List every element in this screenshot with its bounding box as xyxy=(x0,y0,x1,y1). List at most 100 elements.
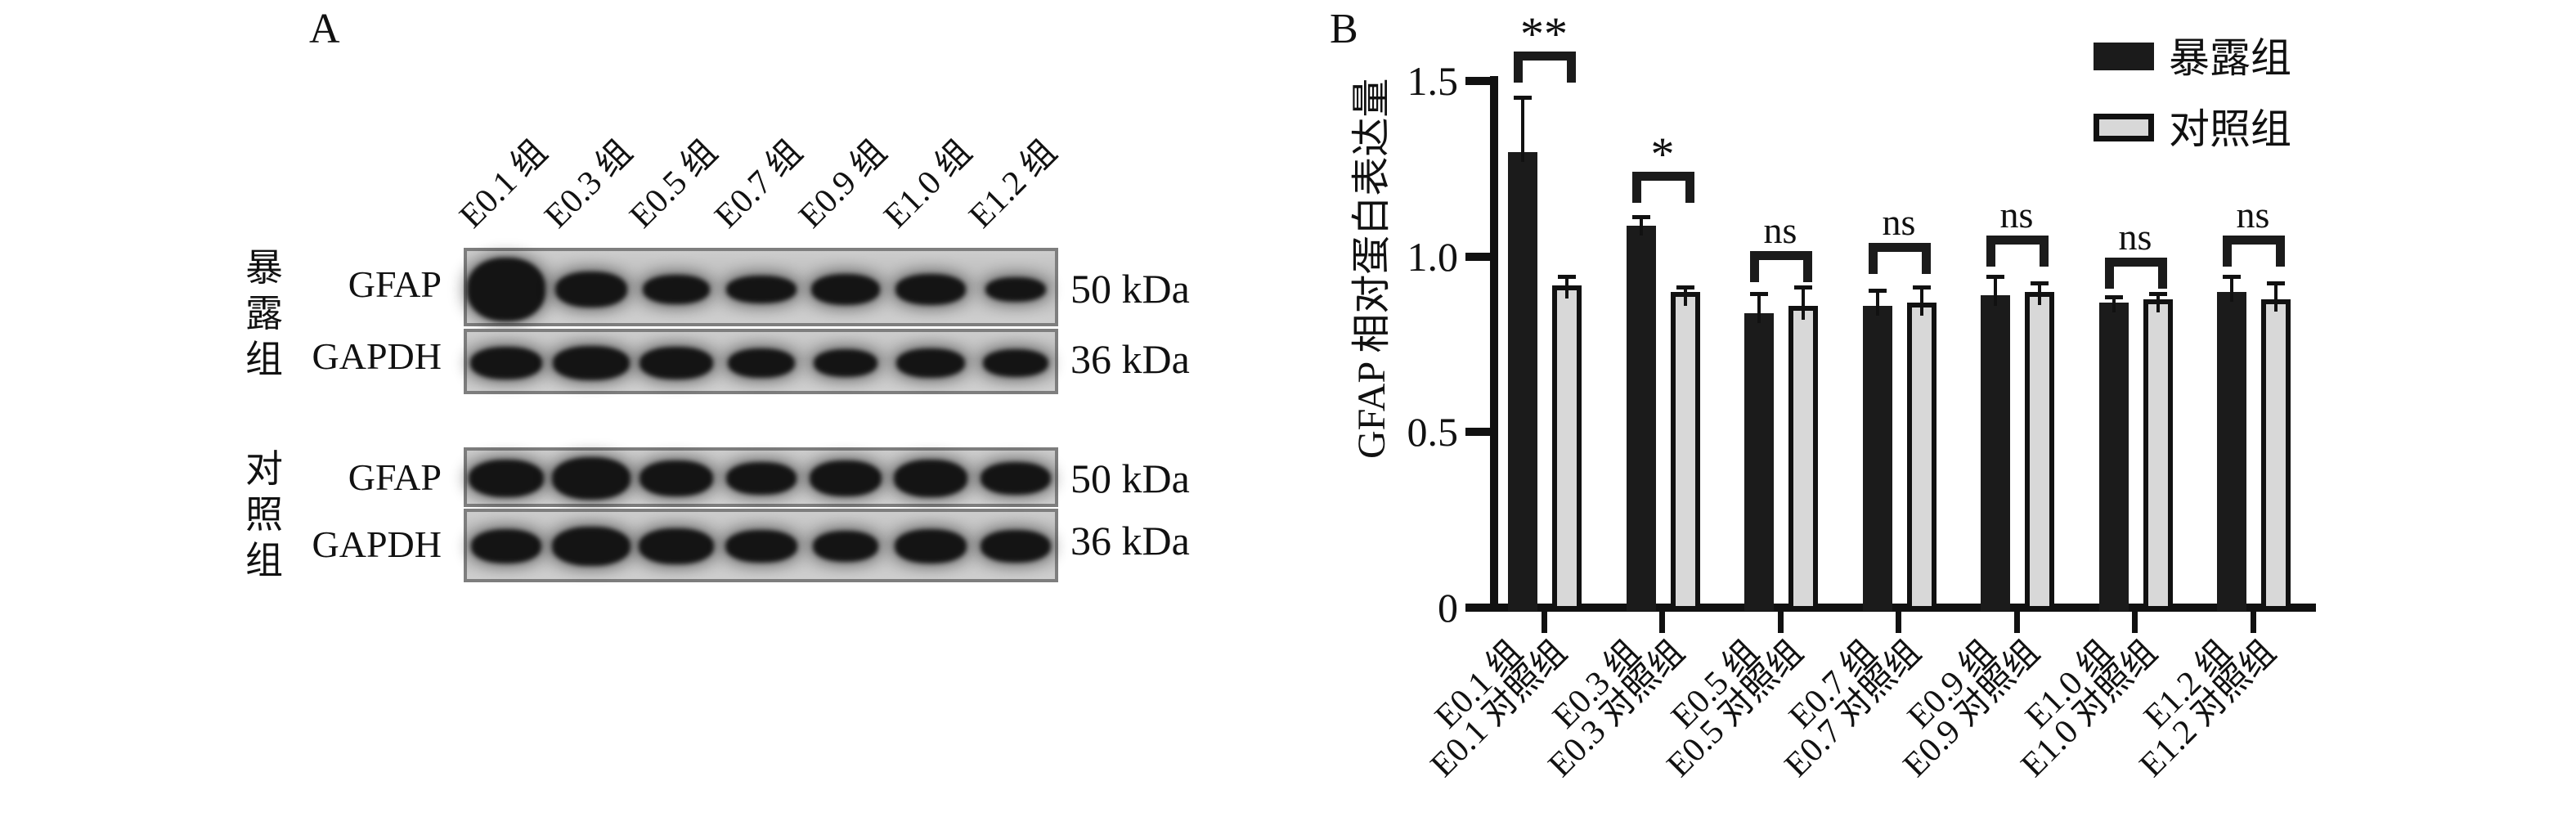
error-bar-line xyxy=(1757,292,1761,323)
y-tick-label-1-5: 1.5 xyxy=(1407,58,1459,104)
blot-band xyxy=(643,275,710,304)
panel-b-label: B xyxy=(1330,6,1358,52)
significance-label: ns xyxy=(2236,194,2270,236)
group-name-exposure: 暴露组 xyxy=(245,247,283,380)
blot-band xyxy=(552,457,631,500)
error-bar-line xyxy=(1876,289,1879,316)
blot-band xyxy=(640,347,713,379)
blot-band xyxy=(981,462,1051,495)
y-tick-1-5 xyxy=(1465,77,1490,85)
lane-label: E0.7 组 xyxy=(707,133,810,236)
error-bar-cap xyxy=(1986,275,2004,279)
panel-a-label: A xyxy=(309,6,340,52)
error-bar-cap xyxy=(2223,275,2241,279)
significance-bracket xyxy=(2223,236,2285,267)
y-tick-label-1-0: 1.0 xyxy=(1407,234,1459,280)
blot-band xyxy=(470,347,542,379)
marker-36kda-exposure: 36 kDa xyxy=(1070,336,1190,382)
error-bar-cap xyxy=(2105,295,2123,299)
legend-label-exposure: 暴露组 xyxy=(2169,35,2291,81)
y-tick-0-5 xyxy=(1465,428,1490,436)
error-bar-line xyxy=(2230,275,2233,302)
error-bar-cap xyxy=(2149,292,2167,296)
blot-band xyxy=(553,346,630,380)
blot-band xyxy=(640,460,713,496)
blot-band xyxy=(552,527,631,566)
blot-band xyxy=(725,530,797,563)
y-tick-0 xyxy=(1465,604,1490,612)
error-bar-cap xyxy=(2267,281,2285,285)
error-bar-line xyxy=(1994,275,1997,306)
bar-exposure xyxy=(2099,303,2129,611)
blot-band xyxy=(639,528,714,564)
blot-band xyxy=(726,276,797,303)
error-bar-line xyxy=(2112,295,2116,312)
significance-label: ns xyxy=(1763,209,1797,251)
blot-gapdh-control xyxy=(464,509,1058,582)
blot-band xyxy=(555,272,627,307)
marker-36kda-control: 36 kDa xyxy=(1070,518,1190,563)
error-bar-cap xyxy=(1869,289,1887,293)
blot-band xyxy=(895,529,967,563)
marker-50kda-control: 50 kDa xyxy=(1070,456,1190,501)
blot-band xyxy=(726,462,797,495)
bar-control xyxy=(1907,303,1936,611)
blot-band xyxy=(813,531,878,562)
blot-band xyxy=(985,277,1046,302)
legend-label-control: 对照组 xyxy=(2169,106,2291,152)
significance-bracket xyxy=(1986,236,2049,267)
protein-label-gfap-control: GFAP xyxy=(348,456,442,498)
bar-exposure xyxy=(2217,292,2246,611)
bar-exposure xyxy=(1508,152,1537,611)
error-bar-line xyxy=(1640,215,1643,236)
blot-gapdh-exposure xyxy=(464,329,1058,394)
blot-band xyxy=(896,348,965,378)
bar-exposure xyxy=(1863,306,1892,611)
blot-band xyxy=(983,349,1048,377)
bar-control xyxy=(2261,299,2291,611)
x-axis-group-tick xyxy=(2014,612,2020,633)
bar-control xyxy=(2143,299,2173,611)
significance-label: ns xyxy=(1999,194,2034,236)
blot-band xyxy=(894,460,967,497)
blot-band xyxy=(467,258,545,321)
blot-band xyxy=(981,530,1051,563)
x-axis-group-tick xyxy=(2251,612,2256,633)
blot-gfap-exposure xyxy=(464,248,1058,326)
error-bar-line xyxy=(2274,281,2278,312)
y-tick-label-0-5: 0.5 xyxy=(1407,409,1459,455)
blot-band xyxy=(811,274,880,305)
protein-label-gapdh-control: GAPDH xyxy=(312,523,442,565)
y-axis-title: GFAP 相对蛋白表达量 xyxy=(1350,78,1393,459)
blot-band xyxy=(728,348,795,378)
error-bar-line xyxy=(1684,285,1687,306)
significance-label: ** xyxy=(1520,7,1568,61)
blot-band xyxy=(814,349,877,377)
lane-label: E0.3 组 xyxy=(537,133,640,236)
error-bar-line xyxy=(1565,275,1568,299)
x-axis-group-tick xyxy=(1778,612,1784,633)
error-bar-cap xyxy=(1750,292,1768,296)
error-bar-line xyxy=(1521,96,1524,162)
protein-label-gfap-exposure: GFAP xyxy=(348,263,442,305)
significance-bracket xyxy=(1750,251,1812,282)
protein-label-gapdh-exposure: GAPDH xyxy=(312,335,442,377)
lane-label: E0.9 组 xyxy=(792,133,895,236)
legend-swatch-exposure xyxy=(2094,43,2154,70)
error-bar-cap xyxy=(1794,285,1812,290)
bar-control xyxy=(1671,292,1700,611)
y-tick-1-0 xyxy=(1465,253,1490,261)
bar-exposure xyxy=(1981,295,2010,611)
error-bar-cap xyxy=(1558,275,1576,279)
significance-label: * xyxy=(1650,128,1675,181)
error-bar-line xyxy=(2156,292,2160,312)
error-bar-cap xyxy=(1632,215,1650,219)
x-axis-group-tick xyxy=(1542,612,1547,633)
x-axis-group-tick xyxy=(1896,612,1901,633)
blot-band xyxy=(469,460,544,497)
bar-exposure xyxy=(1627,226,1656,611)
group-name-control: 对照组 xyxy=(245,448,283,581)
lane-label: E0.5 组 xyxy=(622,133,725,236)
lane-label: E0.1 组 xyxy=(452,133,555,236)
error-bar-line xyxy=(1920,285,1923,316)
